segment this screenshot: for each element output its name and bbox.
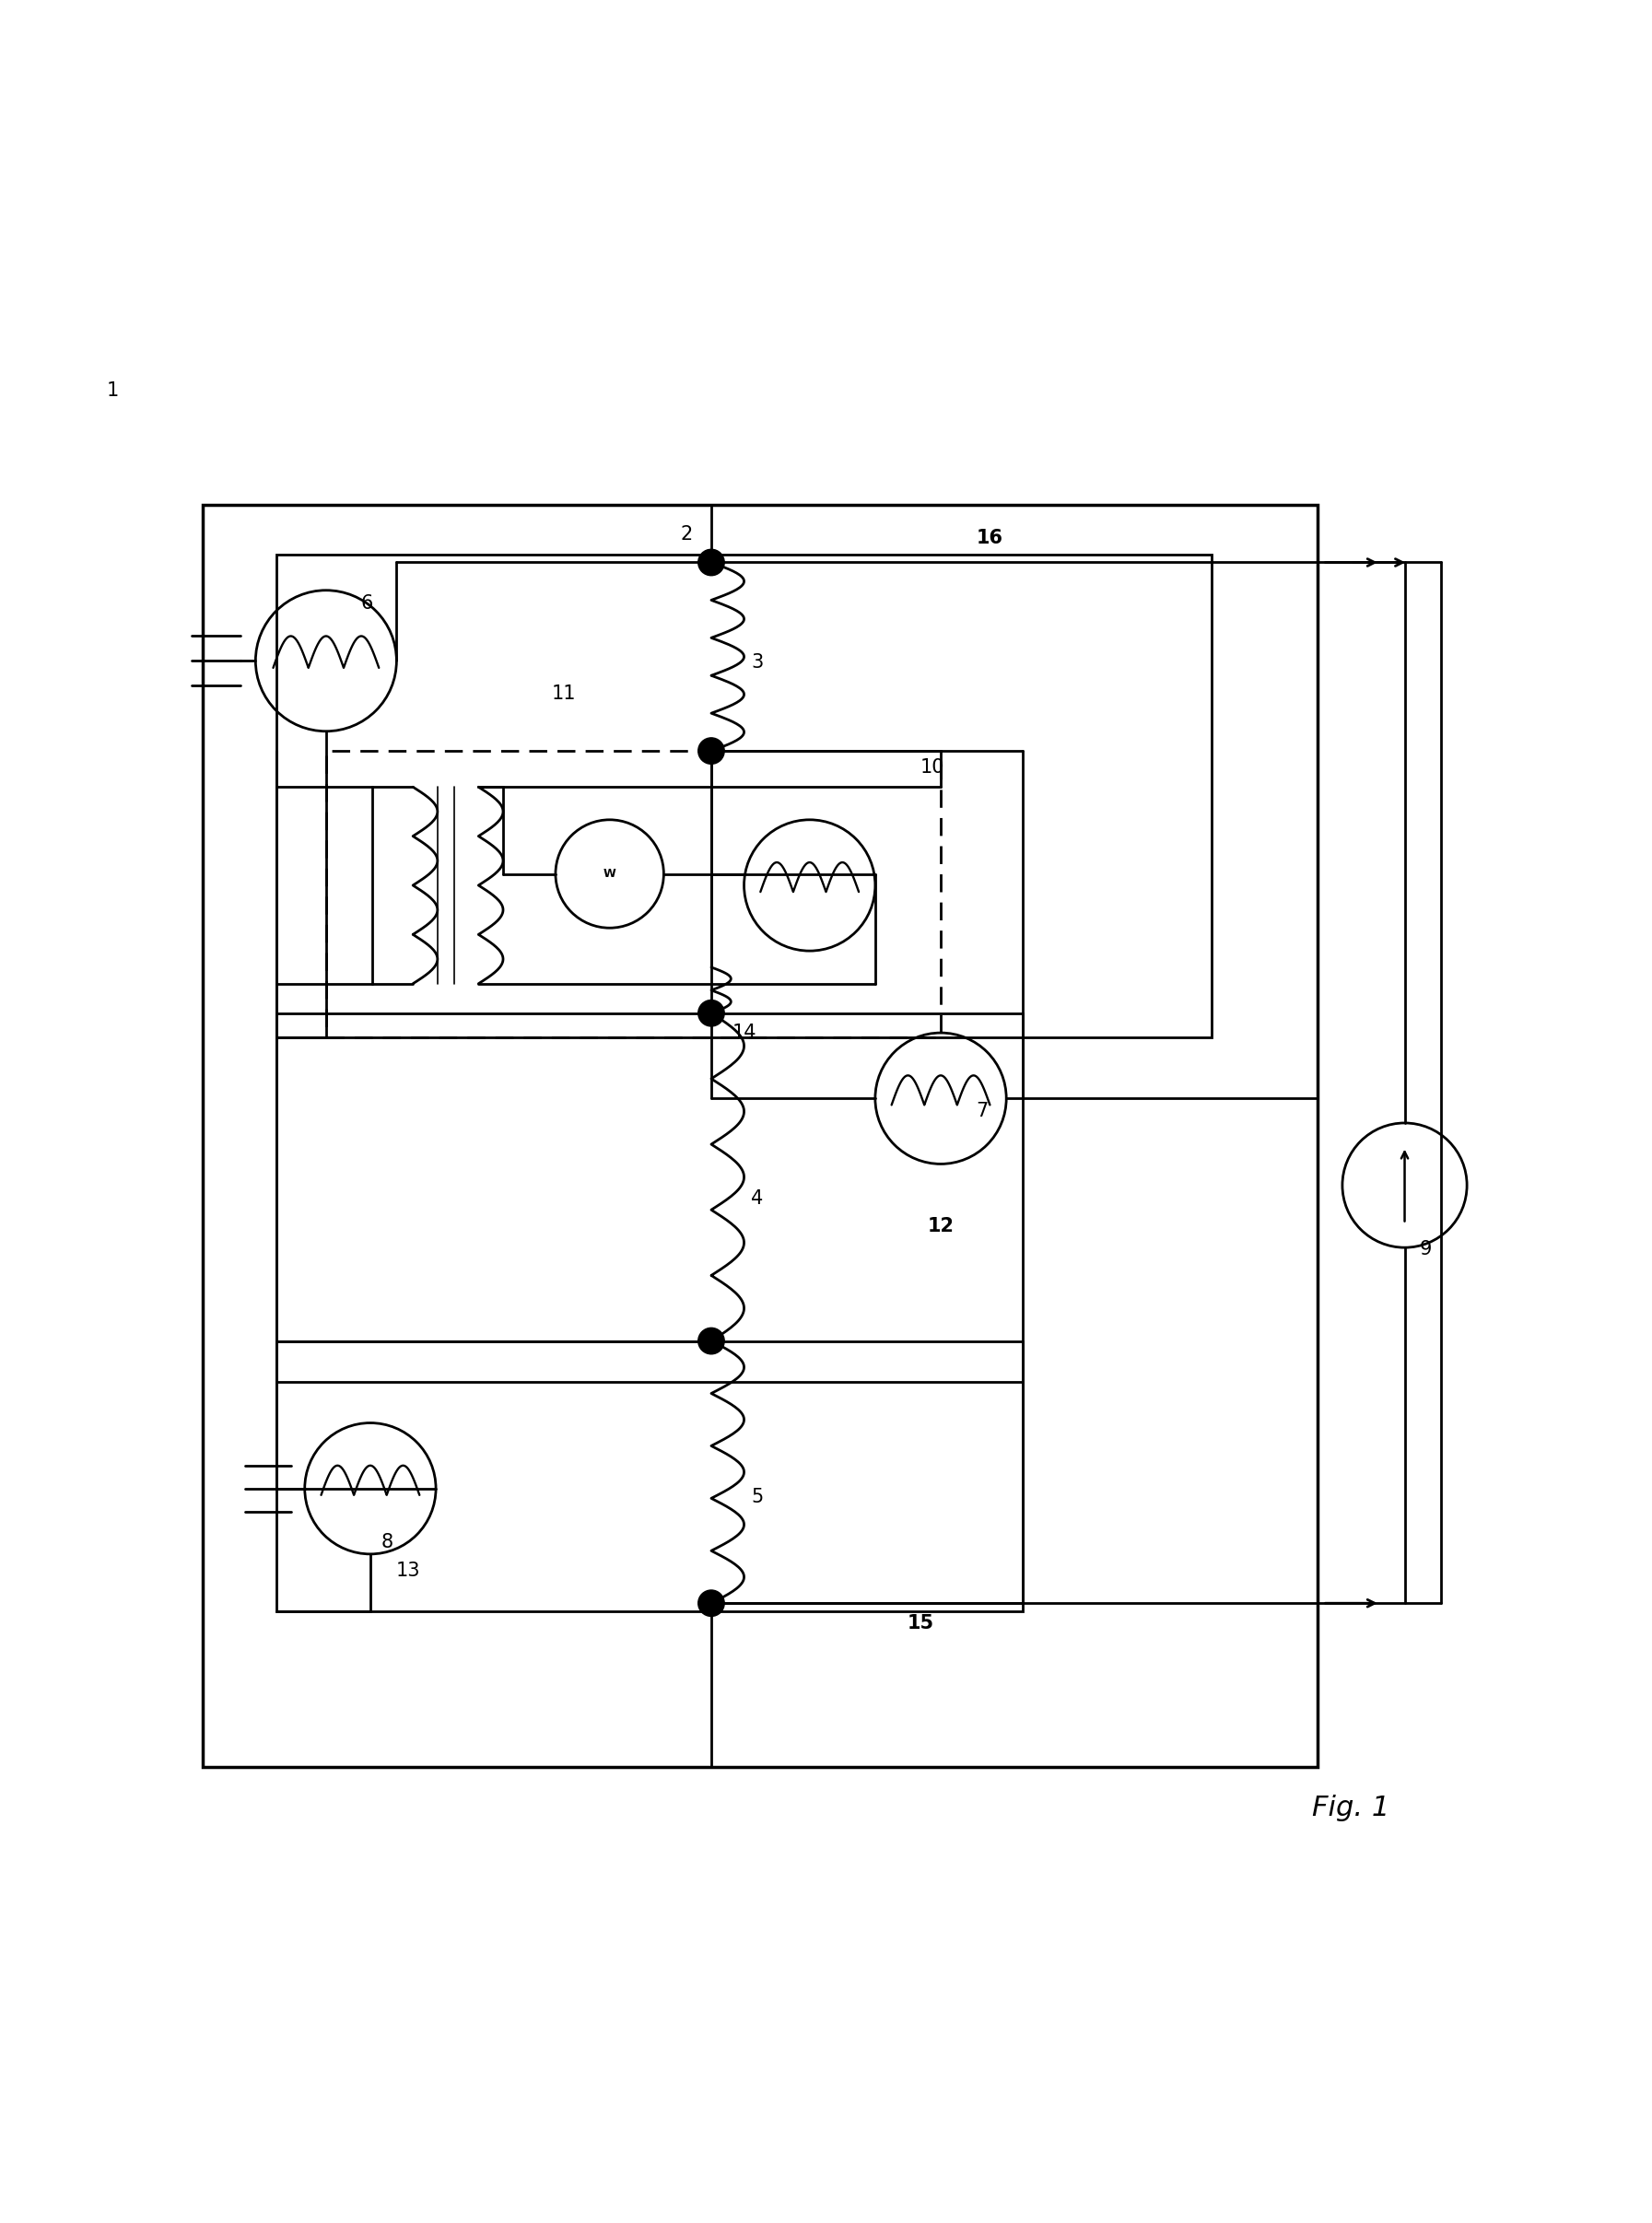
Text: 4: 4 [752, 1189, 763, 1207]
Text: 8: 8 [380, 1534, 393, 1552]
Text: 14: 14 [732, 1023, 757, 1043]
Bar [278, 1340, 1023, 1612]
Text: 7: 7 [976, 1103, 988, 1120]
Circle shape [699, 1589, 724, 1616]
Text: Fig. 1: Fig. 1 [1312, 1794, 1389, 1821]
Circle shape [699, 1000, 724, 1027]
Text: 1: 1 [107, 380, 119, 400]
Text: 16: 16 [976, 529, 1003, 547]
Text: 12: 12 [927, 1216, 955, 1236]
Text: 3: 3 [752, 654, 763, 671]
Text: 10: 10 [920, 758, 945, 776]
Text: 2: 2 [681, 525, 692, 545]
Bar [278, 1014, 1023, 1383]
Bar [203, 505, 1318, 1767]
Circle shape [699, 738, 724, 765]
Bar [278, 554, 1211, 1038]
Text: 6: 6 [360, 594, 373, 614]
Text: 11: 11 [552, 685, 577, 702]
Text: W: W [603, 867, 616, 880]
Bar [325, 751, 940, 1038]
Circle shape [699, 1327, 724, 1354]
Text: 5: 5 [752, 1487, 763, 1505]
Text: 13: 13 [396, 1561, 420, 1581]
Circle shape [699, 549, 724, 576]
Text: 15: 15 [907, 1614, 935, 1632]
Text: 9: 9 [1419, 1240, 1432, 1258]
